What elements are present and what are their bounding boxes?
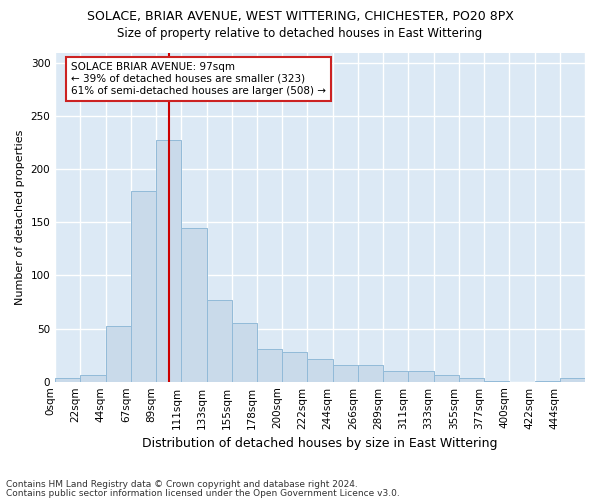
Bar (206, 300, 232, 382)
Bar (156, 140, 181, 382)
Text: Size of property relative to detached houses in East Wittering: Size of property relative to detached ho… (118, 28, 482, 40)
Bar (307, 360, 332, 382)
Bar (232, 324, 257, 382)
Bar (409, 371, 434, 382)
Bar (332, 364, 358, 382)
Bar (181, 228, 206, 382)
Text: SOLACE BRIAR AVENUE: 97sqm
← 39% of detached houses are smaller (323)
61% of sem: SOLACE BRIAR AVENUE: 97sqm ← 39% of deta… (71, 62, 326, 96)
Bar (282, 352, 307, 382)
Bar (106, 326, 131, 382)
Bar (131, 190, 156, 382)
Bar (358, 364, 383, 382)
Bar (560, 378, 585, 382)
Bar (484, 380, 509, 382)
Bar (459, 378, 484, 382)
Bar (535, 380, 560, 382)
Bar (80, 376, 106, 382)
Bar (434, 376, 459, 382)
Text: Contains public sector information licensed under the Open Government Licence v3: Contains public sector information licen… (6, 488, 400, 498)
Text: Contains HM Land Registry data © Crown copyright and database right 2024.: Contains HM Land Registry data © Crown c… (6, 480, 358, 489)
Bar (257, 349, 282, 382)
Text: SOLACE, BRIAR AVENUE, WEST WITTERING, CHICHESTER, PO20 8PX: SOLACE, BRIAR AVENUE, WEST WITTERING, CH… (86, 10, 514, 23)
X-axis label: Distribution of detached houses by size in East Wittering: Distribution of detached houses by size … (142, 437, 498, 450)
Y-axis label: Number of detached properties: Number of detached properties (15, 130, 25, 305)
Bar (383, 371, 409, 382)
Bar (55, 378, 80, 382)
